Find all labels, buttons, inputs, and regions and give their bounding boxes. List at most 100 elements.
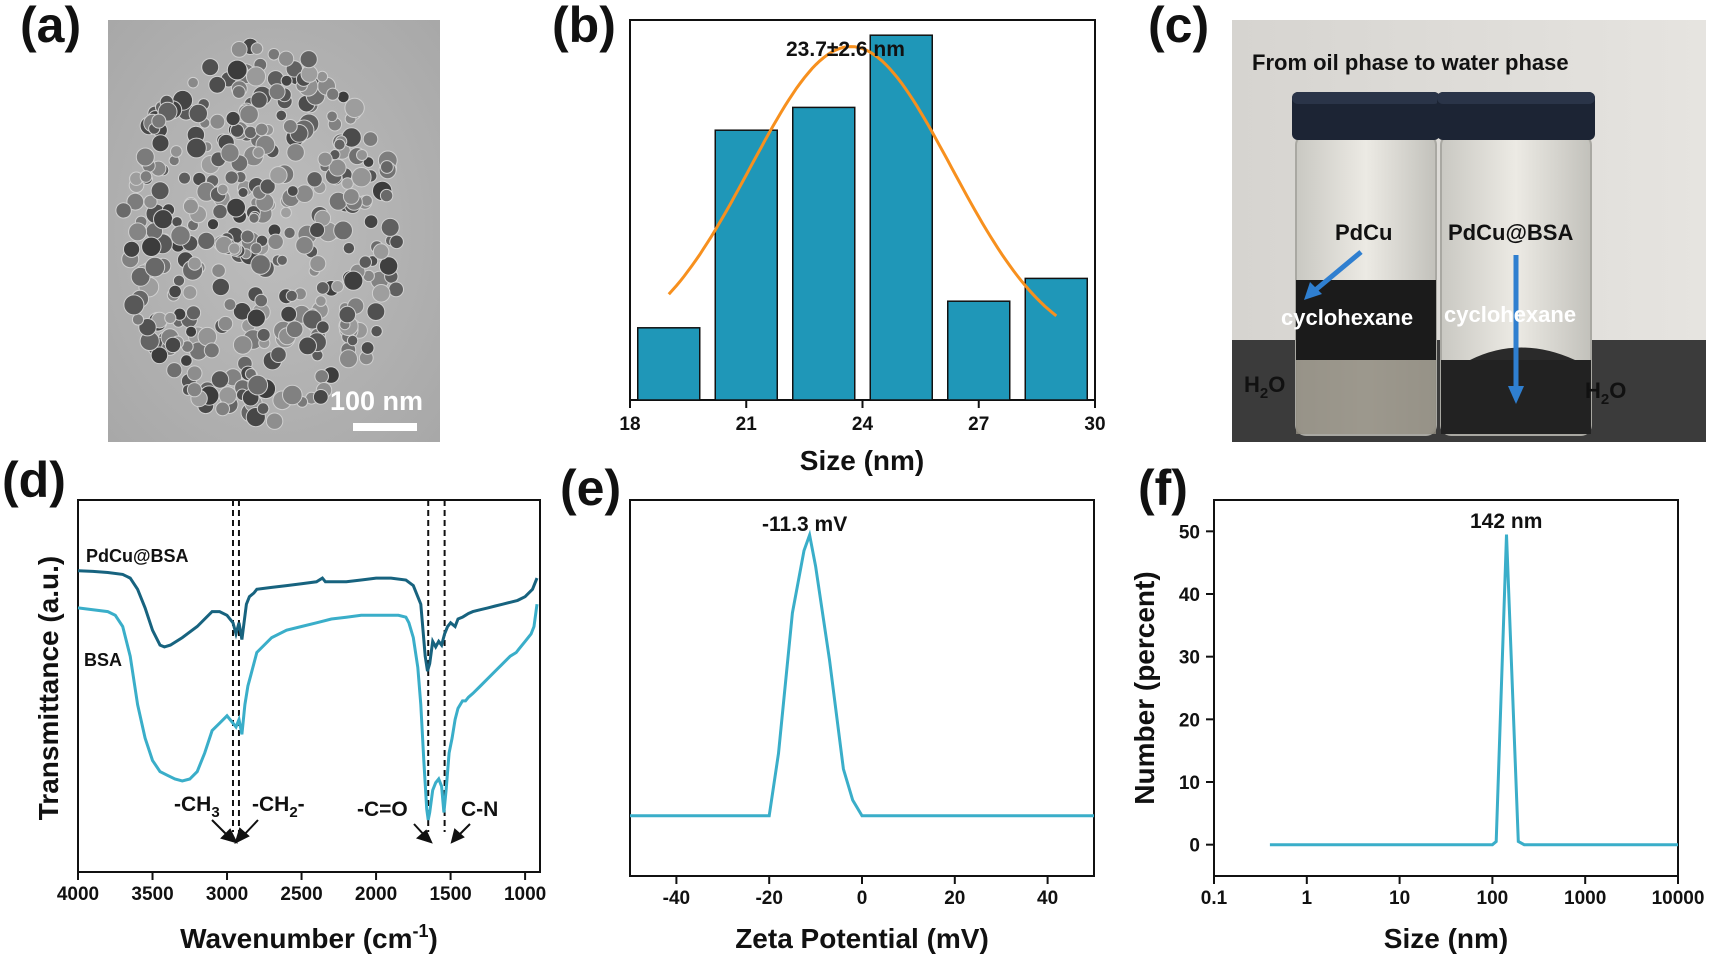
panel-label-f: (f) (1138, 460, 1188, 516)
nanoparticle (254, 293, 269, 308)
scale-bar-label: 100 nm (330, 386, 423, 416)
histogram-bar (637, 327, 701, 401)
nanoparticle (343, 270, 364, 291)
nanoparticle (312, 389, 329, 405)
nanoparticle (172, 274, 186, 287)
nanoparticle (280, 305, 298, 323)
nanoparticle (164, 336, 182, 354)
nanoparticle (210, 370, 230, 389)
nanoparticle (220, 143, 240, 163)
y-tick-label: 40 (1179, 585, 1200, 606)
x-tick-label: 0.1 (1201, 888, 1228, 909)
photo-title: From oil phase to water phase (1252, 50, 1569, 75)
nanoparticle (246, 308, 266, 328)
nanoparticle (360, 194, 373, 207)
nanoparticle (138, 318, 157, 337)
histogram-bar (714, 129, 778, 401)
ftir-ylabel: Transmittance (a.u.) (33, 556, 64, 821)
nanoparticle (379, 188, 394, 203)
nanoparticle (185, 325, 198, 338)
zeta-xlabel: Zeta Potential (mV) (735, 923, 989, 954)
nanoparticle (363, 214, 379, 229)
ftir-chart: 4000 3500 3000 2500 2000 1500 1000 PdCu@BSA BS… (33, 499, 546, 954)
histogram-bar (947, 300, 1011, 401)
nanoparticle (182, 198, 199, 215)
nanoparticle (226, 197, 247, 218)
annotation-co: -C=O (357, 798, 408, 821)
x-tick-label: 2500 (280, 884, 322, 905)
x-tick-label: 1500 (429, 884, 471, 905)
nanoparticle (358, 255, 372, 269)
nanoparticle (339, 349, 358, 369)
nanoparticle (186, 382, 203, 398)
nanoparticle (331, 280, 345, 293)
nanoparticle (282, 119, 298, 134)
nanoparticle (278, 50, 295, 67)
nanoparticle (316, 320, 330, 335)
zeta-series-line (630, 529, 1094, 818)
nanoparticle (309, 222, 326, 238)
nanoparticle (180, 354, 193, 367)
nanoparticle (228, 242, 241, 255)
nanoparticle (388, 281, 405, 298)
nanoparticle (259, 178, 276, 195)
ftir-frame (77, 499, 541, 873)
nanoparticle (256, 402, 270, 415)
panel-label-d: (d) (2, 452, 66, 508)
nanoparticle (206, 218, 220, 231)
nanoparticle (143, 194, 158, 209)
nanoparticle (344, 97, 365, 119)
nanoparticle (123, 240, 141, 258)
nanoparticle (366, 302, 386, 322)
nanoparticle (186, 137, 207, 159)
nanoparticle (280, 206, 292, 219)
nanoparticle (356, 149, 368, 161)
nanoparticle (276, 254, 288, 266)
nanoparticle (144, 256, 166, 278)
nanoparticle (252, 146, 265, 159)
nanoparticle (201, 58, 220, 77)
nanoparticle (225, 110, 241, 127)
ftir-xlabel: Wavenumber (cm-1) (180, 921, 438, 954)
nanoparticle (317, 151, 333, 167)
nanoparticle (223, 298, 237, 311)
x-tick-label: -40 (663, 888, 690, 909)
nanoparticle (123, 294, 145, 316)
dls-ylabel: Number (percent) (1129, 571, 1160, 804)
nanoparticle (250, 254, 271, 275)
x-tick-label: 100 (1477, 888, 1509, 909)
panel-label-b: (b) (552, 0, 616, 53)
nanoparticle (389, 234, 404, 250)
nanoparticle (168, 284, 182, 299)
nanoparticle (333, 138, 346, 151)
dls-chart: 0.1 1 10 100 1000 10000 0 10 20 30 40 50 142 nm Num… (1129, 499, 1704, 954)
dls-annotation: 142 nm (1470, 510, 1542, 533)
histogram-bar (792, 106, 856, 401)
nanoparticle (267, 48, 281, 61)
nanoparticle (269, 166, 288, 185)
nanoparticle (226, 59, 248, 81)
nanoparticle (153, 209, 174, 230)
nanoparticle (215, 401, 231, 417)
nanoparticle (187, 256, 202, 271)
nanoparticle (150, 346, 169, 365)
gaussian-fit-curve (667, 45, 1058, 318)
nanoparticle (248, 212, 260, 224)
nanoparticle (135, 147, 155, 167)
nanoparticle (237, 187, 249, 198)
nanoparticle (250, 42, 264, 55)
annotation-ch2: -CH2- (252, 793, 305, 821)
x-tick-label: 40 (1037, 888, 1058, 909)
x-tick-label: 1000 (504, 884, 546, 905)
y-tick-label: 20 (1179, 710, 1200, 731)
nanoparticle (267, 233, 284, 251)
nanoparticle (240, 229, 255, 244)
nanoparticle (232, 335, 253, 355)
nanoparticle (326, 110, 338, 123)
nanoparticle (139, 170, 153, 183)
y-tick-label: 0 (1189, 836, 1200, 857)
nanoparticle (224, 170, 239, 185)
nanoparticle (203, 342, 220, 359)
x-tick-label: 18 (619, 414, 640, 435)
nanoparticle (247, 374, 269, 396)
